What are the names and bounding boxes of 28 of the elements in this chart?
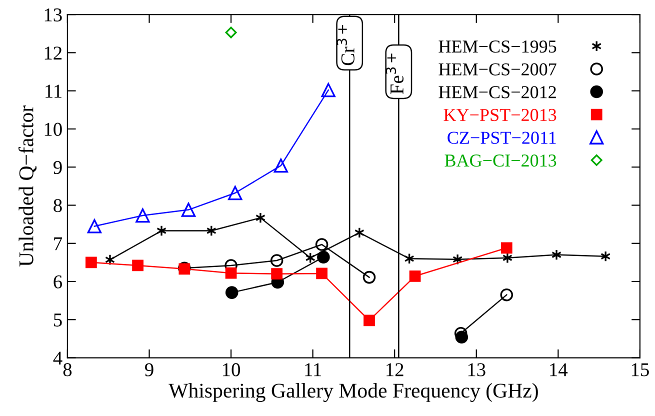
y-tick-label: 11 — [46, 84, 62, 98]
y-tick-label: 5 — [54, 314, 62, 327]
y-tick-label: 7 — [54, 237, 62, 250]
y-tick-label: 13 — [44, 8, 62, 22]
legend-label: BAG−CI−2013 — [444, 154, 556, 167]
x-tick-label: 10 — [223, 363, 240, 376]
y-tick-label: 6 — [54, 275, 62, 288]
x-tick-label: 15 — [632, 363, 649, 376]
legend-label: HEM−CS−2007 — [438, 63, 556, 76]
y-tick-label: 4 — [53, 352, 62, 365]
legend-label: KY−PST−2013 — [444, 108, 556, 122]
x-tick-label: 13 — [468, 363, 486, 376]
y-tick-label: 9 — [54, 160, 62, 174]
y-tick-label: 8 — [54, 199, 62, 212]
ref-line-label: Cr$^{3+}$ — [336, 25, 354, 66]
legend-label: HEM−CS−2012 — [438, 86, 556, 98]
x-tick-label: 12 — [386, 363, 404, 376]
legend-label: CZ−PST−2011 — [448, 132, 556, 144]
x-tick-label: 9 — [145, 363, 154, 376]
legend-label: HEM−CS−1995 — [438, 40, 556, 53]
y-tick-label: 10 — [44, 122, 62, 136]
x-tick-label: 8 — [63, 363, 72, 376]
y-axis-title: Unloaded Q−factor — [18, 106, 37, 267]
y-tick-label: 12 — [44, 46, 62, 60]
x-tick-label: 11 — [305, 363, 321, 376]
x-tick-label: 14 — [550, 363, 568, 376]
ref-line-label: Fe$^{3+}$ — [386, 54, 404, 94]
x-axis-title: Whispering Gallery Mode Frequency (GHz) — [168, 383, 538, 402]
